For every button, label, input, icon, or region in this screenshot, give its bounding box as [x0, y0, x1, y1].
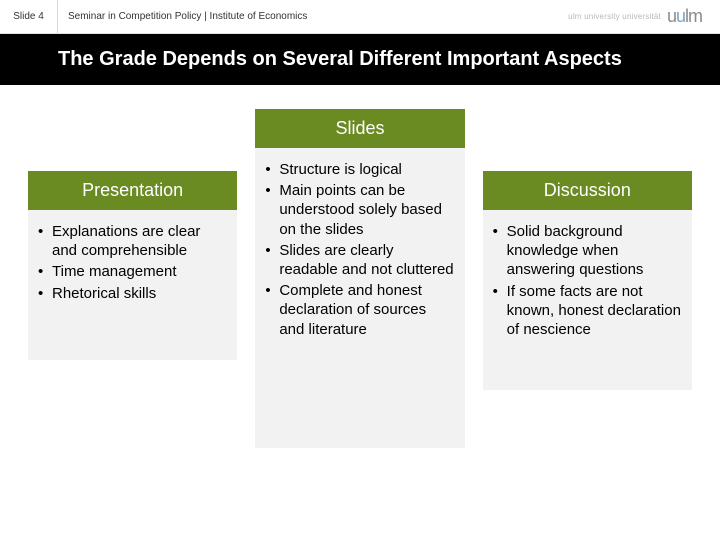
list-item: Explanations are clear and comprehensibl… [38, 222, 227, 260]
column-body-slides: Structure is logical Main points can be … [255, 148, 464, 448]
list-discussion: Solid background knowledge when answerin… [493, 222, 682, 339]
columns-container: Presentation Explanations are clear and … [0, 109, 720, 448]
slide-subtitle: Seminar in Competition Policy | Institut… [58, 11, 568, 22]
top-bar: Slide 4 Seminar in Competition Policy | … [0, 0, 720, 34]
list-item: Structure is logical [265, 160, 454, 179]
university-logo: ulm university universität uulm [568, 6, 720, 27]
list-item: Time management [38, 262, 227, 281]
column-header-slides: Slides [255, 109, 464, 148]
logo-small-text: ulm university universität [568, 12, 661, 21]
column-header-presentation: Presentation [28, 171, 237, 210]
list-item: Rhetorical skills [38, 284, 227, 303]
column-presentation: Presentation Explanations are clear and … [28, 171, 237, 448]
list-item: If some facts are not known, honest decl… [493, 282, 682, 340]
column-discussion: Discussion Solid background knowledge wh… [483, 171, 692, 448]
column-slides: Slides Structure is logical Main points … [255, 109, 464, 448]
column-body-presentation: Explanations are clear and comprehensibl… [28, 210, 237, 360]
list-item: Main points can be understood solely bas… [265, 181, 454, 239]
slide: Slide 4 Seminar in Competition Policy | … [0, 0, 720, 540]
logo-wordmark: uulm [667, 6, 702, 27]
column-body-discussion: Solid background knowledge when answerin… [483, 210, 692, 390]
list-slides: Structure is logical Main points can be … [265, 160, 454, 339]
title-band: The Grade Depends on Several Different I… [0, 34, 720, 85]
slide-number: Slide 4 [0, 0, 58, 33]
list-item: Slides are clearly readable and not clut… [265, 241, 454, 279]
page-title: The Grade Depends on Several Different I… [58, 48, 720, 71]
column-header-discussion: Discussion [483, 171, 692, 210]
list-item: Solid background knowledge when answerin… [493, 222, 682, 280]
list-presentation: Explanations are clear and comprehensibl… [38, 222, 227, 303]
list-item: Complete and honest declaration of sourc… [265, 281, 454, 339]
